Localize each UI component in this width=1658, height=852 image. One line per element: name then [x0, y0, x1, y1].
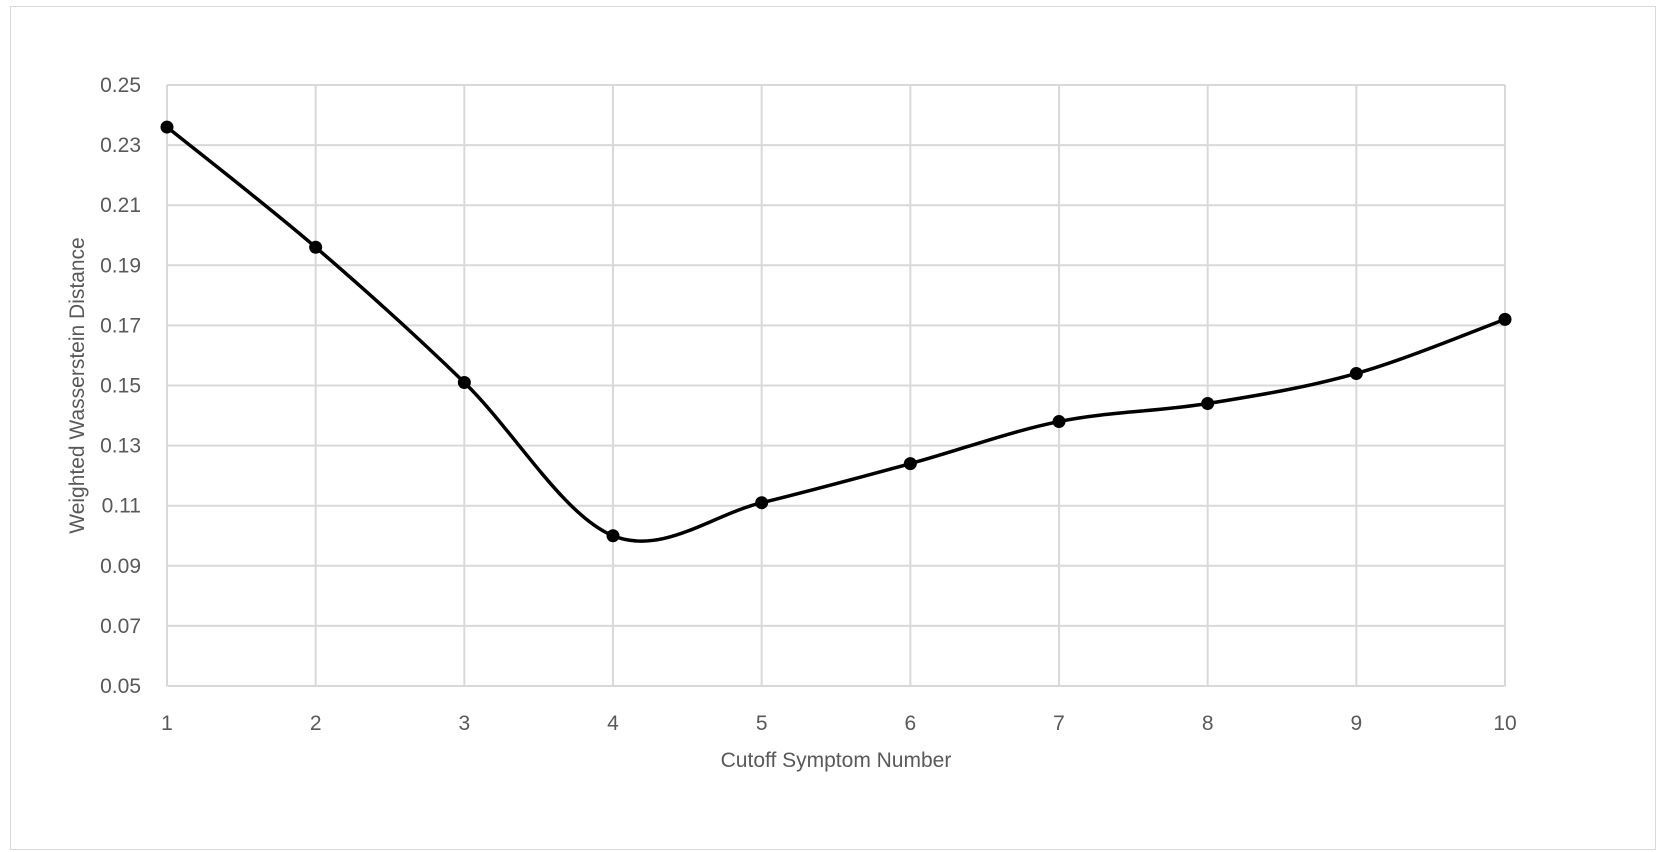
- x-tick-label: 5: [756, 712, 768, 735]
- data-point: [1201, 397, 1215, 411]
- data-point: [457, 375, 471, 389]
- y-tick-label: 0.15: [100, 375, 141, 398]
- x-tick-label: 8: [1202, 712, 1214, 735]
- data-point: [903, 457, 917, 471]
- y-tick-label: 0.05: [100, 675, 141, 698]
- series: [160, 120, 1512, 543]
- y-tick-label: 0.09: [100, 555, 141, 578]
- x-tick-label: 2: [310, 712, 322, 735]
- data-point: [309, 240, 323, 254]
- x-tick-label: 4: [607, 712, 619, 735]
- x-tick-label: 1: [161, 712, 173, 735]
- y-axis-title: Weighted Wasserstein Distance: [66, 237, 89, 533]
- x-tick-label: 3: [458, 712, 470, 735]
- data-point: [160, 120, 174, 134]
- y-tick-label: 0.17: [100, 314, 141, 337]
- data-point: [606, 529, 620, 543]
- gridlines: [166, 84, 1506, 687]
- x-tick-label: 9: [1350, 712, 1362, 735]
- y-tick-label: 0.11: [102, 495, 141, 518]
- data-point: [1052, 415, 1066, 429]
- y-tick-label: 0.13: [100, 435, 141, 458]
- data-point: [755, 496, 769, 510]
- chart-frame: [10, 6, 1656, 850]
- x-tick-label: 10: [1493, 712, 1516, 735]
- y-tick-label: 0.07: [100, 615, 141, 638]
- x-tick-label: 7: [1053, 712, 1065, 735]
- y-tick-label: 0.23: [100, 134, 141, 157]
- data-point: [1498, 312, 1512, 326]
- x-tick-label: 6: [904, 712, 916, 735]
- x-axis-title: Cutoff Symptom Number: [721, 749, 952, 772]
- y-tick-label: 0.25: [100, 74, 141, 97]
- data-point: [1349, 366, 1363, 380]
- tick-labels: 0.05 0.07 0.09 0.11 0.13 0.15 0.17 0.19 0.21 0.23…: [100, 74, 1517, 735]
- y-tick-label: 0.21: [100, 194, 141, 217]
- y-tick-label: 0.19: [100, 254, 141, 277]
- series-line: [165, 125, 1507, 543]
